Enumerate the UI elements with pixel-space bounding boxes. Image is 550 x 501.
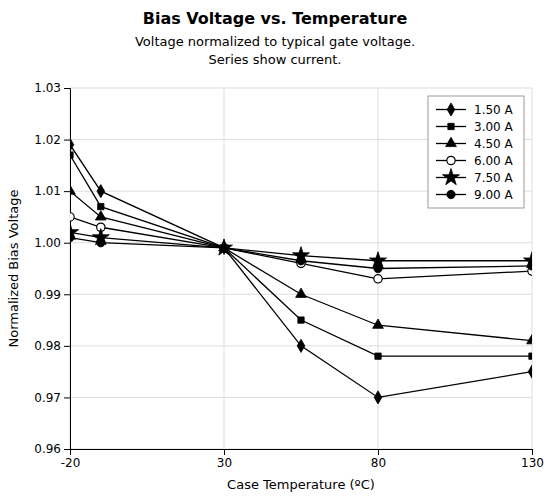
legend-marker <box>448 123 454 129</box>
legend-item: 7.50 A <box>436 169 514 185</box>
legend-label: 6.00 A <box>474 154 514 168</box>
legend-marker <box>447 190 455 198</box>
subtitle: Series show current. <box>209 52 342 67</box>
legend-box <box>428 96 524 208</box>
legend-marker <box>447 103 455 116</box>
point <box>374 275 382 283</box>
y-axis: 0.96 0.97 0.98 0.99 1.00 1.01 1.02 1.03 <box>34 81 70 456</box>
plot: -20 30 80 130 0.96 0.97 0.98 0.99 1.00 1.01 1.02 1.… <box>34 81 544 469</box>
point <box>529 353 532 359</box>
grid-line <box>70 242 532 243</box>
point <box>374 264 382 272</box>
grid-line <box>70 88 532 89</box>
legend-marker <box>446 137 457 146</box>
tick-label: 1.03 <box>34 81 61 95</box>
tick: 0.97 <box>34 391 70 405</box>
tick: 30 <box>217 449 232 470</box>
legend-label: 3.00 A <box>474 120 514 134</box>
y-axis-label: Normalized Bias Voltage <box>6 189 21 347</box>
tick: 1.02 <box>34 133 70 147</box>
x-axis-label: Case Temperature (ºC) <box>227 477 375 492</box>
legend-marker <box>442 169 459 185</box>
tick-label: 0.98 <box>34 339 61 353</box>
tick-mark <box>64 191 70 192</box>
tick-label: 0.97 <box>34 391 61 405</box>
legend-item: 3.00 A <box>436 120 514 134</box>
tick-mark <box>532 449 533 455</box>
tick: 1.03 <box>34 81 70 95</box>
point <box>297 257 305 265</box>
point <box>373 319 384 328</box>
point <box>374 391 382 404</box>
tick-mark <box>64 294 70 295</box>
title: Bias Voltage vs. Temperature <box>143 9 408 28</box>
tick-mark <box>64 88 70 89</box>
chart: Bias Voltage vs. Temperature Voltage norm… <box>0 0 550 501</box>
point <box>70 233 74 241</box>
point <box>298 317 304 323</box>
tick: 80 <box>371 449 386 470</box>
series-line <box>70 238 532 269</box>
legend-item: 9.00 A <box>436 188 514 202</box>
legend-label: 1.50 A <box>474 103 514 117</box>
grid-line <box>224 88 225 449</box>
legend-label: 9.00 A <box>474 188 514 202</box>
legend: 1.50 A 3.00 A 4.50 A 6.00 A 7.50 A 9.00 A <box>428 96 524 208</box>
point <box>70 213 74 221</box>
tick-label: 0.99 <box>34 288 61 302</box>
tick-mark <box>64 449 70 450</box>
tick-label: 80 <box>371 456 386 470</box>
point <box>97 239 105 247</box>
tick-label: 1.01 <box>34 184 61 198</box>
point <box>528 365 532 378</box>
tick-mark <box>64 346 70 347</box>
point <box>527 334 532 343</box>
tick: 0.96 <box>34 442 70 456</box>
point <box>296 288 307 297</box>
subtitle: Voltage normalized to typical gate volta… <box>135 34 415 49</box>
point <box>220 244 228 252</box>
tick: 0.98 <box>34 339 70 353</box>
grid-line <box>70 397 532 398</box>
legend-item: 1.50 A <box>436 103 514 117</box>
legend-item: 4.50 A <box>436 137 514 151</box>
tick-label: 30 <box>217 456 232 470</box>
point <box>528 262 532 270</box>
tick-mark <box>64 397 70 398</box>
tick-mark <box>64 140 70 141</box>
point <box>95 211 106 220</box>
point <box>70 185 75 194</box>
axis-line <box>64 89 71 450</box>
data <box>70 138 532 404</box>
tick-label: 1.00 <box>34 236 61 250</box>
x-axis: -20 30 80 130 <box>61 449 544 470</box>
tick: 1.00 <box>34 236 70 250</box>
point <box>98 203 104 209</box>
tick-mark <box>224 449 225 455</box>
legend-label: 7.50 A <box>474 171 514 185</box>
tick-label: 1.02 <box>34 133 61 147</box>
series-line <box>70 217 532 279</box>
legend-marker <box>447 156 455 164</box>
point <box>70 138 74 151</box>
point <box>297 339 305 352</box>
tick: -20 <box>61 449 81 470</box>
tick-label: 130 <box>521 456 544 470</box>
legend-label: 4.50 A <box>474 137 514 151</box>
point <box>97 185 105 198</box>
point <box>375 353 381 359</box>
point <box>220 244 228 252</box>
tick: 130 <box>521 449 544 470</box>
tick-label: -20 <box>61 456 81 470</box>
tick: 1.01 <box>34 184 70 198</box>
axis-line <box>71 450 533 456</box>
legend-item: 6.00 A <box>436 154 514 168</box>
grid <box>70 88 532 449</box>
tick: 0.99 <box>34 288 70 302</box>
point <box>70 152 73 158</box>
series-line <box>70 191 532 341</box>
tick-mark <box>64 243 70 244</box>
tick-label: 0.96 <box>34 442 61 456</box>
tick-mark <box>378 449 379 455</box>
